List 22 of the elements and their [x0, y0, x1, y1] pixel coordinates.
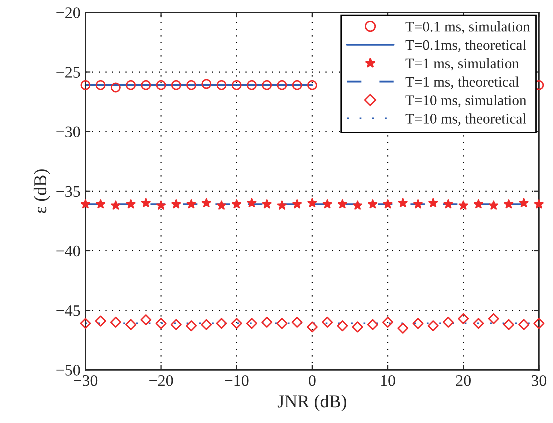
y-tick-label: −20: [56, 8, 80, 18]
y-tick-label: −30: [56, 126, 80, 138]
x-tick-label: 0: [309, 375, 316, 386]
legend-label: T=0.1ms, theoretical: [406, 40, 526, 52]
y-tick-label: −25: [56, 67, 80, 78]
x-tick-label: 30: [532, 375, 547, 386]
y-tick-label: −50: [56, 365, 80, 376]
x-tick-label: 10: [381, 375, 396, 386]
legend-label: T=1 ms, theoretical: [406, 76, 520, 90]
x-tick-label: 20: [456, 375, 471, 386]
legend-label: T=10 ms, theoretical: [406, 114, 526, 126]
legend-label: T=10 ms, simulation: [406, 95, 527, 108]
x-tick-label: −20: [150, 375, 174, 386]
y-tick-label: −35: [56, 186, 80, 198]
y-axis-title: ε (dB): [34, 170, 50, 214]
x-axis-title: JNR (dB): [278, 395, 347, 412]
y-tick-label: −45: [56, 306, 80, 316]
legend-label: T=1 ms, simulation: [406, 58, 520, 71]
legend-label: T=0.1 ms, simulation: [406, 22, 530, 34]
y-tick-label: −40: [56, 246, 80, 257]
x-tick-label: −10: [225, 375, 249, 386]
x-tick-label: −30: [74, 375, 98, 386]
